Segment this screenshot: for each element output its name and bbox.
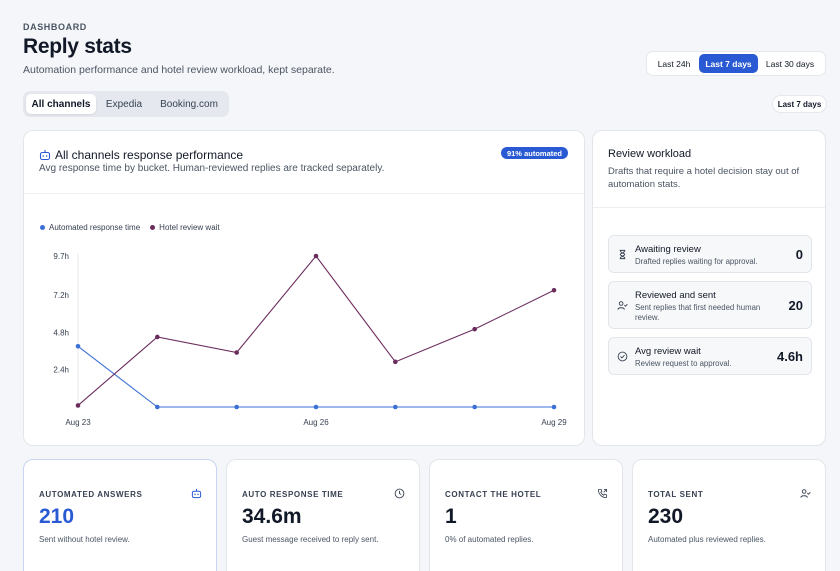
x-tick-label: Aug 26 xyxy=(303,418,329,427)
legend-dot-automated xyxy=(40,225,45,230)
workload-desc: Drafted replies waiting for approval. xyxy=(635,257,758,266)
review-card-header: Review workload Drafts that require a ho… xyxy=(593,131,825,208)
active-range-pill: Last 7 days xyxy=(772,95,827,113)
data-point-review xyxy=(155,334,160,340)
data-point-review xyxy=(393,359,398,365)
performance-card-header: All channels response performance Avg re… xyxy=(24,131,584,194)
workload-value: 0 xyxy=(795,247,803,262)
workload-title: Reviewed and sent xyxy=(635,290,716,301)
stat-value: 210 xyxy=(39,505,75,528)
stat-value: 1 xyxy=(445,505,457,528)
stat-desc: 0% of automated replies. xyxy=(445,535,534,544)
review-title: Review workload xyxy=(608,148,692,160)
performance-subtitle: Avg response time by bucket. Human-revie… xyxy=(39,163,385,174)
data-point-automated xyxy=(75,343,81,349)
legend-dot-review xyxy=(150,225,156,230)
review-subtitle: Drafts that require a hotel decision sta… xyxy=(608,166,800,190)
y-tick-label: 4.8h xyxy=(53,328,69,337)
robot-icon xyxy=(39,150,51,161)
y-tick-label: 2.4h xyxy=(53,366,69,375)
hourglass-icon xyxy=(619,249,626,260)
stat-label: TOTAL SENT xyxy=(648,490,704,499)
check-circle-icon xyxy=(617,351,628,362)
workload-avg-review-wait: Avg review wait Review request to approv… xyxy=(608,337,812,375)
channel-tabs: All channels Expedia Booking.com xyxy=(23,91,229,117)
data-point-review xyxy=(313,253,319,259)
data-point-automated xyxy=(155,404,160,410)
x-tick-label: Aug 23 xyxy=(65,418,91,427)
workload-value: 20 xyxy=(788,298,803,313)
tab-booking-com[interactable]: Booking.com xyxy=(160,98,218,110)
performance-title: All channels response performance xyxy=(55,148,244,162)
review-workload-card: Review workload Drafts that require a ho… xyxy=(592,130,826,446)
stat-desc: Sent without hotel review. xyxy=(39,535,130,544)
data-point-automated xyxy=(393,404,398,410)
y-tick-label: 9.7h xyxy=(53,252,69,261)
phone-icon xyxy=(597,488,608,499)
workload-desc: Sent replies that first needed human rev… xyxy=(635,303,761,322)
legend-automated: Automated response time xyxy=(40,223,140,232)
tab-expedia[interactable]: Expedia xyxy=(105,98,143,110)
time-range-selector: Last 24h Last 7 days Last 30 days xyxy=(646,51,826,76)
series-line-automated xyxy=(77,345,554,408)
range-last-7-days-button[interactable]: Last 7 days xyxy=(699,54,758,73)
page-subtitle: Automation performance and hotel review … xyxy=(23,64,335,76)
workload-awaiting-review: Awaiting review Drafted replies waiting … xyxy=(608,235,812,273)
y-tick-label: 7.2h xyxy=(53,291,69,300)
stat-label: AUTOMATED ANSWERS xyxy=(39,490,143,499)
stat-card-contact-the-hotel: CONTACT THE HOTEL 1 0% of automated repl… xyxy=(429,459,623,571)
range-last-24h-button[interactable]: Last 24h xyxy=(657,58,691,69)
data-point-automated xyxy=(551,404,557,410)
chart-legend: Automated response time Hotel review wai… xyxy=(40,223,220,232)
data-point-review xyxy=(472,326,477,332)
data-point-review xyxy=(551,287,557,293)
data-point-automated xyxy=(313,404,319,410)
user-check-icon xyxy=(800,489,811,498)
robot-icon xyxy=(191,488,202,499)
data-point-automated xyxy=(472,404,477,410)
stat-desc: Automated plus reviewed replies. xyxy=(648,535,766,544)
stat-label: AUTO RESPONSE TIME xyxy=(242,490,344,499)
stat-card-auto-response-time: AUTO RESPONSE TIME 34.6m Guest message r… xyxy=(226,459,420,571)
user-check-icon xyxy=(617,301,628,310)
workload-desc: Review request to approval. xyxy=(635,359,732,368)
tab-all-channels[interactable]: All channels xyxy=(26,94,96,114)
performance-card: All channels response performance Avg re… xyxy=(23,130,585,446)
legend-label-review: Hotel review wait xyxy=(159,223,220,232)
page-title: Reply stats xyxy=(23,35,132,58)
data-point-review xyxy=(75,403,81,408)
data-point-automated xyxy=(234,404,239,410)
x-tick-label: Aug 29 xyxy=(541,418,567,427)
stat-value: 230 xyxy=(648,505,684,528)
dashboard-eyebrow: DASHBOARD xyxy=(23,22,87,32)
workload-reviewed-and-sent: Reviewed and sent Sent replies that firs… xyxy=(608,281,812,329)
stat-desc: Guest message received to reply sent. xyxy=(242,535,379,544)
automated-percent-badge: 91% automated xyxy=(500,147,568,159)
response-time-chart: 9.7h 7.2h 4.8h 2.4h Aug 23 Aug 26 Aug 29 xyxy=(53,252,567,427)
range-last-30-days-button[interactable]: Last 30 days xyxy=(765,58,815,69)
legend-review: Hotel review wait xyxy=(150,223,220,232)
workload-title: Avg review wait xyxy=(635,346,701,357)
workload-value: 4.6h xyxy=(776,349,803,364)
workload-title: Awaiting review xyxy=(635,244,701,255)
legend-label-automated: Automated response time xyxy=(49,223,141,232)
data-point-review xyxy=(234,350,239,355)
series-line-review xyxy=(77,255,555,406)
stat-label: CONTACT THE HOTEL xyxy=(445,490,542,499)
stat-card-automated-answers: AUTOMATED ANSWERS 210 Sent without hotel… xyxy=(23,459,217,571)
stat-card-total-sent: TOTAL SENT 230 Automated plus reviewed r… xyxy=(632,459,826,571)
stat-value: 34.6m xyxy=(242,505,302,528)
clock-icon xyxy=(394,488,405,499)
